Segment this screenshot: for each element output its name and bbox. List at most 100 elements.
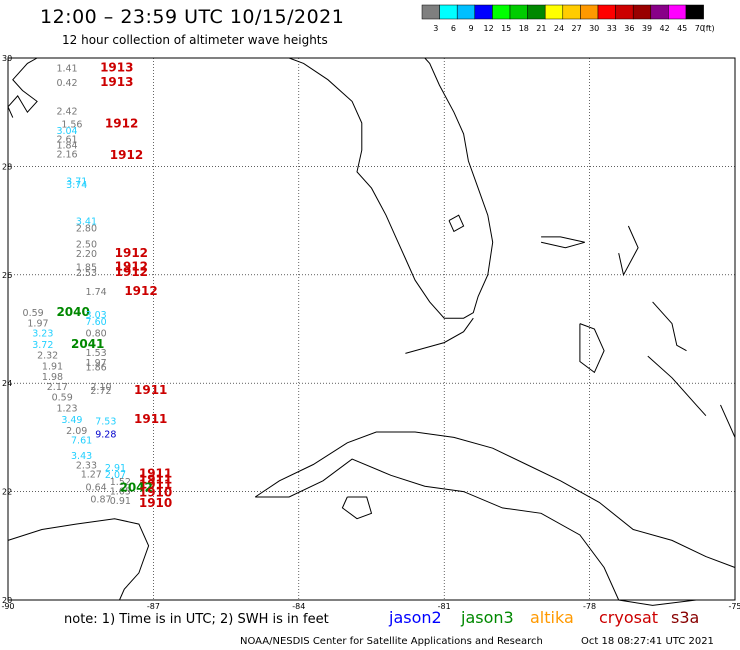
wave-height-label: 1.56 — [61, 119, 82, 130]
legend-label: 21 — [536, 24, 546, 33]
legend-label: 3 — [433, 24, 438, 33]
coastlines — [7, 57, 736, 606]
wave-height-label: 3.72 — [32, 340, 53, 351]
wave-height-label: 0.59 — [52, 393, 73, 404]
wave-height-label: 1.97 — [27, 318, 48, 329]
wave-height-label: 3.49 — [61, 415, 82, 426]
legend-label: 27 — [572, 24, 582, 33]
legend-label: 33 — [607, 24, 617, 33]
wave-height-label: 1912 — [105, 116, 138, 130]
lon-tick-label: -84 — [292, 602, 305, 610]
wave-height-label: 0.59 — [23, 308, 44, 319]
lon-tick-label: -75 — [728, 602, 740, 610]
legend-label: 45 — [677, 24, 687, 33]
wave-height-label: 2.16 — [56, 150, 77, 161]
coastline-yucatan — [7, 518, 150, 601]
wave-height-label: 1911 — [139, 472, 172, 486]
coastline-isla-juventud — [341, 496, 373, 520]
wave-height-label: 1912 — [124, 284, 157, 298]
wave-height-label: 1913 — [100, 61, 133, 75]
wave-height-label: 2.53 — [76, 268, 97, 279]
wave-height-label: 1911 — [134, 412, 167, 426]
lon-tick-label: -90 — [1, 602, 14, 610]
lon-tick-label: -87 — [147, 602, 160, 610]
coastline-abaco — [618, 225, 639, 277]
wave-height-label: 7.53 — [95, 416, 116, 427]
satellite-label-jason2: jason2 — [389, 608, 442, 627]
wave-height-label: 1912 — [110, 148, 143, 162]
coastline-grand-bahama — [540, 236, 585, 249]
wave-height-label: 1911 — [139, 477, 172, 491]
satellite-label-jason3: jason3 — [461, 608, 514, 627]
wave-height-label: 1.98 — [42, 372, 63, 383]
coastline-exuma — [647, 355, 707, 417]
coastline-gulf-coast — [7, 57, 38, 118]
wave-height-label: 1911 — [139, 467, 172, 481]
wave-height-label: 3.71 — [66, 176, 87, 187]
wave-height-label: 2.17 — [47, 382, 68, 393]
wave-height-label: 2.80 — [76, 223, 97, 234]
wave-height-label: 0.64 — [86, 483, 107, 494]
wave-height-label: 2.33 — [76, 460, 97, 471]
wave-height-label: 2042 — [119, 481, 152, 495]
wave-height-label: 3.04 — [56, 126, 77, 137]
satellite-label-s3a: s3a — [671, 608, 700, 627]
wave-height-label: 2.20 — [76, 249, 97, 260]
wave-height-label: 1.52 — [110, 477, 131, 488]
wave-height-label: 1.85 — [76, 262, 97, 273]
wave-height-label: 1.05 — [110, 486, 131, 497]
legend-label: 39 — [642, 24, 652, 33]
legend-label: 18 — [519, 24, 529, 33]
wave-height-label: 1.84 — [56, 141, 77, 152]
wave-height-label: 1.41 — [56, 64, 77, 75]
wave-height-label: 3.41 — [76, 216, 97, 227]
satellite-label-cryosat: cryosat — [599, 608, 659, 627]
wave-height-label: 1910 — [139, 485, 172, 499]
wave-height-label: 1.97 — [86, 358, 107, 369]
legend-label: 15 — [501, 24, 511, 33]
lat-tick-label: 20 — [2, 596, 12, 605]
wave-height-label: 2.07 — [105, 470, 126, 481]
wave-height-label: 1912 — [115, 246, 148, 260]
wave-height-label: 1.23 — [56, 403, 77, 414]
coastline-cuba — [254, 431, 736, 606]
coastline-andros — [579, 323, 605, 374]
lon-tick-label: -81 — [438, 602, 451, 610]
wave-height-label: 2.72 — [90, 386, 111, 397]
color-scale-legend: 3 6 9 12 15 18 21 24 27 30 33 36 39 42 45 70(ft) — [421, 4, 715, 33]
wave-height-label: 2041 — [71, 337, 104, 351]
wave-height-label: 7.61 — [71, 435, 92, 446]
wave-height-label: 1912 — [115, 259, 148, 273]
lat-tick-label: 28 — [2, 162, 12, 171]
wave-height-label: 2.09 — [66, 426, 87, 437]
wave-height-label: 2.91 — [105, 463, 126, 474]
wave-height-label: 2.32 — [37, 350, 58, 361]
wave-height-label: 2040 — [56, 305, 89, 319]
legend-label: 42 — [660, 24, 670, 33]
wave-height-label: 1.91 — [42, 362, 63, 373]
lat-tick-label: 22 — [2, 488, 12, 497]
credit-text: NOAA/NESDIS Center for Satellite Applica… — [240, 636, 543, 647]
wave-height-label: 2.50 — [76, 240, 97, 251]
wave-height-label: 3.23 — [32, 329, 53, 340]
wave-height-map[interactable]: 30 28 26 24 22 20-90 -87 -84 -81 -78 -75 1.41 0.42 19… — [0, 0, 740, 610]
lat-tick-label: 26 — [2, 271, 12, 280]
wave-height-label: 1.74 — [86, 287, 107, 298]
footer-note: note: 1) Time is in UTC; 2) SWH is in fe… — [64, 612, 329, 627]
wave-height-label: 2.61 — [56, 135, 77, 146]
lat-tick-label: 24 — [2, 379, 12, 388]
map-subtitle: 12 hour collection of altimeter wave hei… — [62, 33, 328, 47]
legend-swatch — [685, 4, 704, 20]
wave-height-label: 9.28 — [95, 429, 116, 440]
legend-unit: (ft) — [703, 24, 715, 33]
legend-label: 24 — [554, 24, 564, 33]
wave-height-label: 2.42 — [56, 106, 77, 117]
coastline-florida — [255, 57, 494, 319]
map-frame — [7, 57, 736, 601]
legend-label: 30 — [589, 24, 599, 33]
wave-height-label: 1.53 — [86, 348, 107, 359]
wave-height-label: 7.60 — [86, 317, 107, 328]
lon-tick-label: -78 — [583, 602, 596, 610]
wave-height-label: 0.42 — [56, 78, 77, 89]
